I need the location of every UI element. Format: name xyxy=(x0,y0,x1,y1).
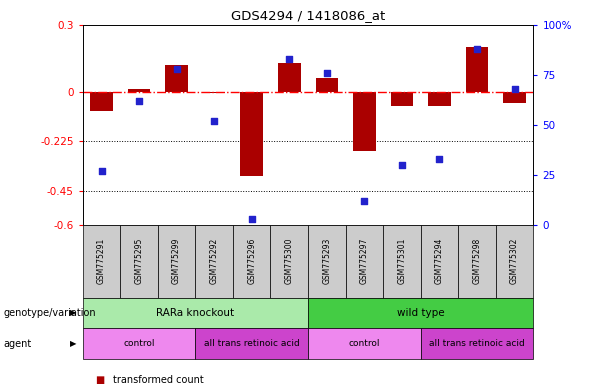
Bar xyxy=(233,225,270,298)
Text: agent: agent xyxy=(3,339,31,349)
Bar xyxy=(390,91,413,106)
Bar xyxy=(166,65,188,91)
Text: GSM775294: GSM775294 xyxy=(435,238,444,284)
Point xyxy=(247,215,257,222)
Bar xyxy=(120,225,158,298)
Text: GSM775298: GSM775298 xyxy=(473,238,481,284)
Point xyxy=(397,162,407,168)
Text: ▶: ▶ xyxy=(70,308,77,318)
Title: GDS4294 / 1418086_at: GDS4294 / 1418086_at xyxy=(231,9,385,22)
Text: all trans retinoic acid: all trans retinoic acid xyxy=(204,339,300,348)
Text: all trans retinoic acid: all trans retinoic acid xyxy=(429,339,525,348)
Point xyxy=(209,118,219,124)
Bar xyxy=(308,298,533,328)
Point xyxy=(97,168,107,174)
Bar xyxy=(83,225,120,298)
Point xyxy=(359,198,369,204)
Text: ▶: ▶ xyxy=(70,339,77,348)
Bar xyxy=(196,328,308,359)
Point xyxy=(284,56,294,62)
Bar xyxy=(90,91,113,111)
Text: GSM775301: GSM775301 xyxy=(397,238,406,284)
Text: control: control xyxy=(349,339,380,348)
Bar xyxy=(458,225,496,298)
Text: GSM775292: GSM775292 xyxy=(210,238,219,284)
Text: GSM775291: GSM775291 xyxy=(97,238,106,284)
Bar xyxy=(240,91,263,176)
Bar xyxy=(308,328,421,359)
Bar xyxy=(196,225,233,298)
Bar xyxy=(270,225,308,298)
Text: RARa knockout: RARa knockout xyxy=(156,308,234,318)
Bar xyxy=(83,298,308,328)
Point xyxy=(172,66,181,72)
Point xyxy=(509,86,519,92)
Bar xyxy=(466,47,488,91)
Text: GSM775297: GSM775297 xyxy=(360,238,369,284)
Bar xyxy=(428,91,451,106)
Bar xyxy=(496,225,533,298)
Bar xyxy=(128,89,150,91)
Bar xyxy=(421,225,458,298)
Point xyxy=(322,70,332,76)
Bar xyxy=(308,225,346,298)
Text: GSM775299: GSM775299 xyxy=(172,238,181,284)
Bar xyxy=(421,328,533,359)
Bar xyxy=(83,328,196,359)
Bar xyxy=(278,63,300,91)
Text: genotype/variation: genotype/variation xyxy=(3,308,96,318)
Text: transformed count: transformed count xyxy=(113,375,204,384)
Bar xyxy=(383,225,421,298)
Text: ■: ■ xyxy=(95,375,104,384)
Bar xyxy=(203,91,226,93)
Text: GSM775296: GSM775296 xyxy=(247,238,256,284)
Text: GSM775300: GSM775300 xyxy=(285,238,294,285)
Point xyxy=(435,156,444,162)
Text: GSM775302: GSM775302 xyxy=(510,238,519,284)
Bar xyxy=(346,225,383,298)
Bar xyxy=(158,225,196,298)
Text: control: control xyxy=(123,339,155,348)
Text: wild type: wild type xyxy=(397,308,444,318)
Point xyxy=(134,98,144,104)
Bar xyxy=(353,91,376,151)
Bar xyxy=(316,78,338,91)
Text: GSM775295: GSM775295 xyxy=(135,238,143,284)
Text: GSM775293: GSM775293 xyxy=(322,238,331,284)
Point xyxy=(472,46,482,52)
Bar xyxy=(503,91,526,103)
